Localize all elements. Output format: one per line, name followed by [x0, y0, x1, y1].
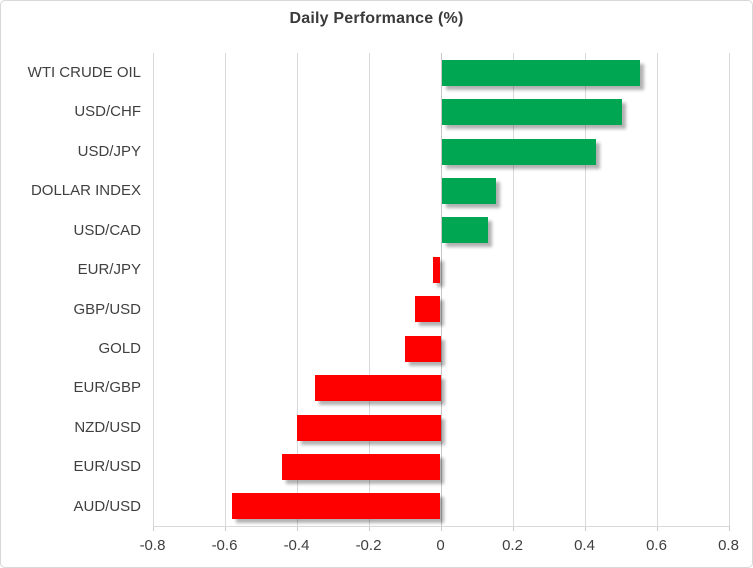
gridline	[728, 53, 730, 526]
category-label-gold: GOLD	[98, 339, 141, 357]
category-label-aud-usd: AUD/USD	[73, 497, 141, 515]
bar-eur-jpy	[433, 256, 441, 283]
bar-dollar-index	[441, 178, 496, 204]
bar-gold	[404, 335, 441, 362]
x-tick-label: 0.8	[718, 537, 739, 554]
chart-title: Daily Performance (%)	[289, 10, 464, 27]
x-tick-label: 0.2	[502, 537, 523, 554]
x-axis-tick-mark	[296, 526, 298, 531]
x-axis-tick-mark	[224, 526, 226, 531]
x-axis-tick-mark	[512, 526, 514, 531]
gridline	[152, 53, 154, 526]
category-label-usd-jpy: USD/JPY	[77, 142, 141, 160]
bar-nzd-usd	[296, 414, 441, 441]
gridline	[296, 53, 298, 526]
category-label-eur-usd: EUR/USD	[73, 458, 141, 476]
zero-gridline	[440, 53, 442, 526]
gridline	[368, 53, 370, 526]
x-tick-label: -0.2	[355, 537, 382, 554]
gridline	[656, 53, 658, 526]
x-axis-tick-mark	[152, 526, 154, 531]
x-tick-label: -0.4	[283, 537, 310, 554]
gridline	[224, 53, 226, 526]
category-label-eur-gbp: EUR/GBP	[73, 379, 141, 397]
category-label-gbp-usd: GBP/USD	[73, 300, 141, 318]
x-tick-label: 0	[436, 537, 445, 554]
bar-usd-cad	[441, 217, 489, 244]
category-label-usd-cad: USD/CAD	[73, 221, 141, 239]
bar-gbp-usd	[415, 296, 441, 323]
bar-wti-crude-oil	[441, 59, 640, 86]
x-axis-tick-mark	[584, 526, 586, 531]
x-tick-label: 0.4	[574, 537, 595, 554]
x-axis-tick-mark	[440, 526, 442, 531]
bar-usd-jpy	[441, 138, 597, 165]
category-label-dollar-index: DOLLAR INDEX	[30, 182, 141, 200]
bar-usd-chf	[441, 99, 622, 126]
bar-aud-usd	[231, 493, 441, 520]
category-label-wti-crude-oil: WTI CRUDE OIL	[27, 64, 141, 81]
bar-eur-usd	[282, 453, 441, 480]
x-tick-label: 0.6	[646, 537, 667, 554]
category-label-eur-jpy: EUR/JPY	[77, 261, 141, 279]
gridline	[584, 53, 586, 526]
x-tick-label: -0.8	[139, 537, 166, 554]
gridline	[512, 53, 514, 526]
x-axis-tick-mark	[728, 526, 730, 531]
x-tick-label: -0.6	[211, 537, 238, 554]
x-axis-tick-mark	[656, 526, 658, 531]
bar-eur-gbp	[314, 375, 441, 401]
x-axis-tick-mark	[368, 526, 370, 531]
category-label-nzd-usd: NZD/USD	[74, 418, 141, 436]
x-axis-line	[152, 526, 729, 527]
category-label-usd-chf: USD/CHF	[74, 103, 141, 121]
